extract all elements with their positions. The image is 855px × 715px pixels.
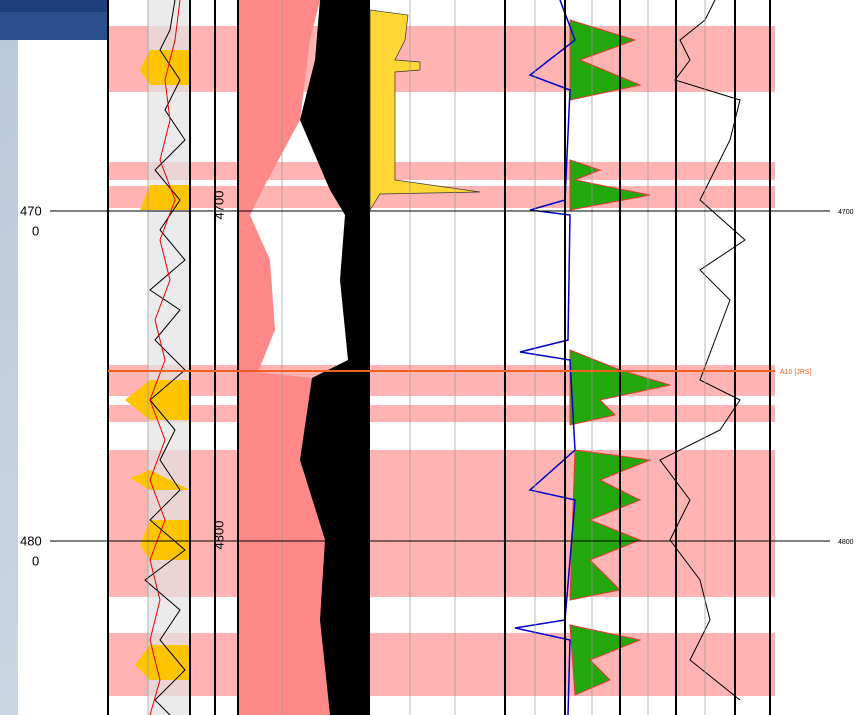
- marker-label: A10 [JRS]: [780, 369, 812, 376]
- toolbar: [0, 12, 108, 40]
- panel: [108, 0, 855, 715]
- depth-label: 0: [32, 223, 39, 238]
- gr-curve: [144, 0, 186, 715]
- depth-label: 480: [20, 533, 42, 548]
- track-borders: [107, 0, 771, 715]
- depth-label: 0: [32, 553, 39, 568]
- right-curve: [659, 0, 746, 701]
- black-fill: [300, 0, 370, 715]
- right-depth: 4700: [838, 209, 854, 216]
- porosity-fill: [238, 0, 335, 715]
- track-depth: 4700: [211, 191, 226, 220]
- green-fill: [569, 19, 671, 696]
- gr-track: [148, 0, 190, 715]
- panel-left: [18, 40, 108, 715]
- gr-red-curve: [149, 0, 181, 715]
- depth-label: 470: [20, 203, 42, 218]
- grid: [147, 0, 706, 715]
- right-depth: 4800: [838, 539, 854, 546]
- blue-curve: [514, 0, 576, 715]
- track-depth: 4800: [211, 521, 226, 550]
- yellow-track: [369, 9, 481, 212]
